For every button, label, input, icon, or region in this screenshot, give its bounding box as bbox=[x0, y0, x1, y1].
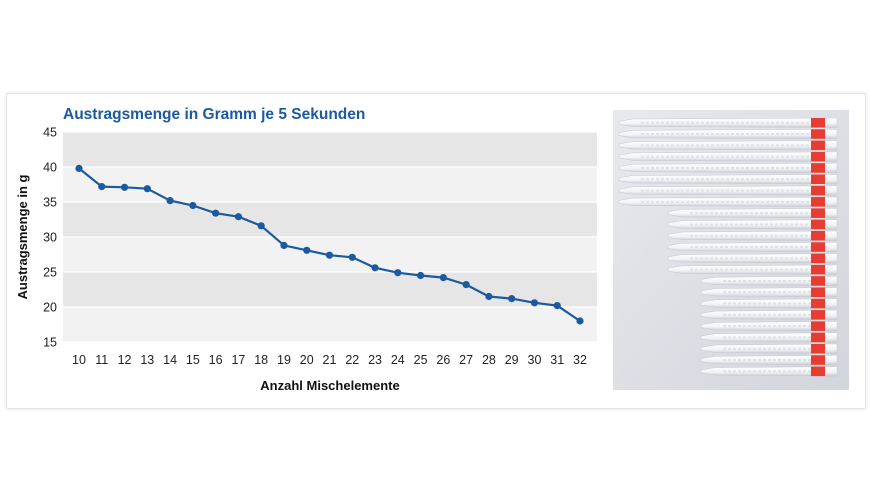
red-label bbox=[811, 219, 825, 230]
chart-title: Austragsmenge in Gramm je 5 Sekunden bbox=[63, 106, 366, 123]
red-label bbox=[811, 174, 825, 184]
x-axis-ticks: 10 11 12 13 14 15 16 17 18 19 20 21 22 23 24 25 26 27 28 29… bbox=[72, 353, 587, 367]
red-label bbox=[811, 151, 825, 162]
red-label bbox=[811, 264, 825, 275]
grid-band bbox=[63, 202, 597, 237]
data-point bbox=[143, 185, 151, 193]
data-point bbox=[348, 253, 356, 261]
x-tick-label: 15 bbox=[186, 353, 200, 367]
x-tick-label: 13 bbox=[140, 353, 154, 367]
y-tick-label: 15 bbox=[43, 336, 57, 350]
y-tick-label: 45 bbox=[43, 126, 57, 140]
red-label bbox=[811, 276, 825, 286]
mixing-nozzles-photo bbox=[613, 110, 849, 390]
data-point bbox=[257, 222, 265, 230]
red-label bbox=[811, 163, 825, 173]
data-point bbox=[98, 183, 106, 191]
x-tick-label: 30 bbox=[528, 353, 542, 367]
red-label bbox=[811, 287, 825, 297]
data-point bbox=[166, 197, 174, 205]
x-tick-label: 31 bbox=[550, 353, 564, 367]
data-point bbox=[553, 302, 561, 310]
red-label bbox=[811, 253, 825, 264]
red-label bbox=[811, 344, 825, 354]
data-point bbox=[75, 164, 83, 172]
red-label bbox=[811, 298, 825, 309]
data-point bbox=[416, 271, 425, 280]
data-point bbox=[462, 281, 470, 289]
red-label bbox=[811, 332, 825, 343]
x-tick-label: 14 bbox=[163, 353, 177, 367]
nozzle-stack bbox=[618, 117, 838, 377]
data-point bbox=[439, 274, 447, 282]
x-tick-label: 21 bbox=[323, 353, 337, 367]
data-point bbox=[280, 241, 288, 249]
plot-background bbox=[63, 131, 597, 343]
x-tick-label: 10 bbox=[72, 353, 86, 367]
red-label bbox=[811, 140, 825, 151]
red-label bbox=[811, 310, 825, 320]
y-tick-label: 20 bbox=[43, 301, 57, 315]
red-label bbox=[811, 118, 825, 128]
x-tick-label: 26 bbox=[436, 353, 450, 367]
x-tick-label: 16 bbox=[209, 353, 223, 367]
data-point bbox=[120, 183, 129, 191]
x-tick-label: 29 bbox=[505, 353, 519, 367]
x-tick-label: 27 bbox=[459, 353, 473, 367]
y-tick-label: 25 bbox=[43, 266, 57, 280]
grid-band bbox=[63, 307, 597, 342]
y-axis-ticks: 15 20 25 30 35 40 45 bbox=[43, 126, 57, 350]
red-label bbox=[811, 355, 825, 365]
data-point bbox=[212, 209, 220, 217]
x-tick-label: 24 bbox=[391, 353, 405, 367]
y-tick-label: 35 bbox=[43, 196, 57, 210]
red-label bbox=[811, 129, 825, 139]
y-tick-label: 30 bbox=[43, 231, 57, 245]
grid-band bbox=[63, 272, 597, 307]
data-point bbox=[394, 269, 402, 277]
x-tick-label: 11 bbox=[95, 353, 108, 367]
x-tick-label: 25 bbox=[414, 353, 428, 367]
x-tick-label: 12 bbox=[118, 353, 132, 367]
data-point bbox=[234, 213, 243, 221]
x-tick-label: 18 bbox=[254, 353, 268, 367]
data-point bbox=[576, 317, 584, 325]
x-tick-label: 23 bbox=[368, 353, 382, 367]
data-point bbox=[371, 264, 379, 272]
x-axis-title: Anzahl Mischelemente bbox=[260, 378, 399, 393]
y-tick-label: 40 bbox=[43, 161, 57, 175]
y-axis-title: Austragsmenge in g bbox=[15, 174, 30, 299]
x-tick-label: 20 bbox=[300, 353, 314, 367]
x-tick-label: 17 bbox=[231, 353, 245, 367]
red-label bbox=[811, 197, 825, 207]
x-tick-label: 22 bbox=[345, 353, 359, 367]
red-label bbox=[811, 366, 825, 377]
grid-band bbox=[63, 132, 597, 167]
grid-band bbox=[63, 167, 597, 202]
data-point bbox=[325, 251, 334, 259]
data-point bbox=[303, 246, 311, 254]
data-point bbox=[508, 295, 516, 303]
x-tick-label: 19 bbox=[277, 353, 291, 367]
data-points bbox=[75, 164, 584, 325]
data-point bbox=[485, 292, 493, 301]
red-label bbox=[811, 185, 825, 196]
x-tick-label: 28 bbox=[482, 353, 496, 367]
red-label bbox=[811, 231, 825, 241]
x-tick-label: 32 bbox=[573, 353, 587, 367]
data-point bbox=[530, 299, 539, 307]
data-point bbox=[189, 201, 197, 210]
red-label bbox=[811, 321, 825, 331]
red-label bbox=[811, 208, 825, 218]
red-label bbox=[811, 242, 825, 252]
